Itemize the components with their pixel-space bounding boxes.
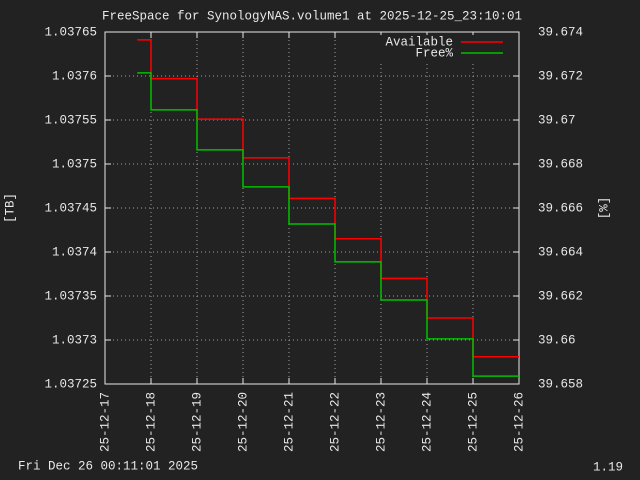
y2-tick-label: 39.662 — [538, 289, 583, 303]
x-tick-label: 25-12-19 — [190, 392, 204, 452]
y2-tick-label: 39.658 — [538, 377, 583, 391]
y-tick-label: 1.03735 — [44, 289, 97, 303]
plot-border — [104, 31, 520, 385]
x-tick-label: 25-12-24 — [420, 392, 434, 452]
y-tick-label: 1.0375 — [52, 157, 97, 171]
y2-tick-label: 39.668 — [538, 157, 583, 171]
x-tick-label: 25-12-21 — [282, 392, 296, 452]
x-tick-label: 25-12-25 — [466, 392, 480, 452]
legend-label: Free% — [415, 46, 453, 60]
y2-tick-label: 39.67 — [538, 113, 576, 127]
legend-label: Available — [385, 35, 453, 49]
x-tick-label: 25-12-20 — [236, 392, 250, 452]
chart-title: FreeSpace for SynologyNAS.volume1 at 202… — [102, 9, 522, 23]
series-line — [137, 72, 519, 377]
x-tick-label: 25-12-18 — [144, 392, 158, 452]
y-tick-label: 1.0376 — [52, 69, 97, 83]
y-tick-label: 1.03745 — [44, 201, 97, 215]
y-tick-label: 1.03725 — [44, 377, 97, 391]
x-tick-label: 25-12-23 — [374, 392, 388, 452]
y2-axis-label: [%] — [597, 197, 611, 220]
footer-date: Fri Dec 26 00:11:01 2025 — [18, 459, 198, 473]
footer-version: 1.19 — [593, 460, 623, 474]
y-tick-label: 1.03765 — [44, 25, 97, 39]
y2-tick-label: 39.66 — [538, 333, 576, 347]
x-tick-label: 25-12-22 — [328, 392, 342, 452]
x-tick-label: 25-12-17 — [98, 392, 112, 452]
y2-tick-label: 39.672 — [538, 69, 583, 83]
y-axis-label: [TB] — [3, 193, 17, 223]
x-tick-label: 25-12-26 — [512, 392, 526, 452]
y-tick-label: 1.0374 — [52, 245, 97, 259]
y2-tick-label: 39.664 — [538, 245, 583, 259]
y2-tick-label: 39.666 — [538, 201, 583, 215]
y-tick-label: 1.0373 — [52, 333, 97, 347]
y-tick-label: 1.03755 — [44, 113, 97, 127]
legend-background — [376, 35, 510, 61]
y2-tick-label: 39.674 — [538, 25, 583, 39]
series-line — [137, 39, 519, 358]
